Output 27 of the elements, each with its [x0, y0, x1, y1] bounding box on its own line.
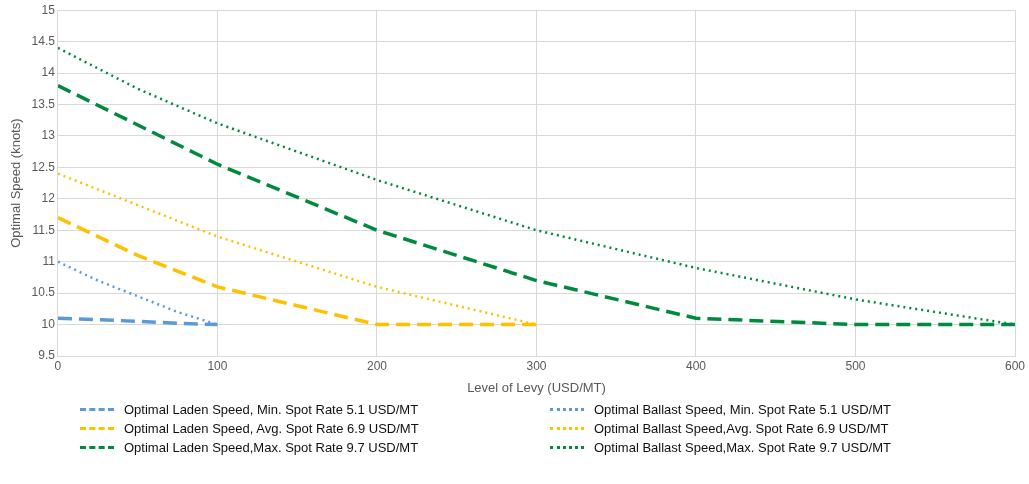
- x-tick-label: 0: [54, 358, 62, 373]
- y-tick-label: 14.5: [31, 33, 56, 48]
- x-axis-title: Level of Levy (USD/MT): [467, 379, 606, 395]
- legend-label: Optimal Ballast Speed, Min. Spot Rate 5.1 USD/MT: [594, 402, 891, 417]
- x-tick-label: 500: [845, 358, 866, 373]
- x-tick-label: 600: [1004, 358, 1026, 373]
- y-tick-label: 10.5: [31, 285, 56, 300]
- y-tick-label: 12: [41, 191, 56, 206]
- legend-label: Optimal Laden Speed, Avg. Spot Rate 6.9 USD/MT: [124, 421, 419, 436]
- y-tick-label: 11: [42, 254, 56, 268]
- y-tick-label: 9.5: [38, 348, 56, 363]
- y-tick-label: 13.5: [31, 96, 56, 111]
- y-tick-label: 13: [41, 128, 56, 143]
- legend-label: Optimal Ballast Speed,Avg. Spot Rate 6.9 USD/MT: [594, 421, 889, 436]
- y-tick-label: 12.5: [31, 159, 56, 174]
- y-tick-label: 14: [41, 65, 56, 80]
- y-tick-label: 15: [41, 2, 56, 17]
- x-tick-label: 400: [685, 358, 707, 373]
- legend-label: Optimal Laden Speed, Min. Spot Rate 5.1 USD/MT: [124, 402, 419, 417]
- y-axis-title: Optimal Speed (knots): [8, 118, 24, 248]
- x-tick-label: 200: [366, 358, 388, 373]
- y-tick-label: 10: [41, 316, 56, 331]
- y-tick-label: 11.5: [32, 222, 56, 237]
- x-tick-label: 100: [207, 358, 228, 373]
- legend-label: Optimal Ballast Speed,Max. Spot Rate 9.7 USD/MT: [594, 440, 891, 455]
- x-tick-label: 300: [526, 358, 547, 373]
- legend-label: Optimal Laden Speed,Max. Spot Rate 9.7 USD/MT: [124, 440, 419, 455]
